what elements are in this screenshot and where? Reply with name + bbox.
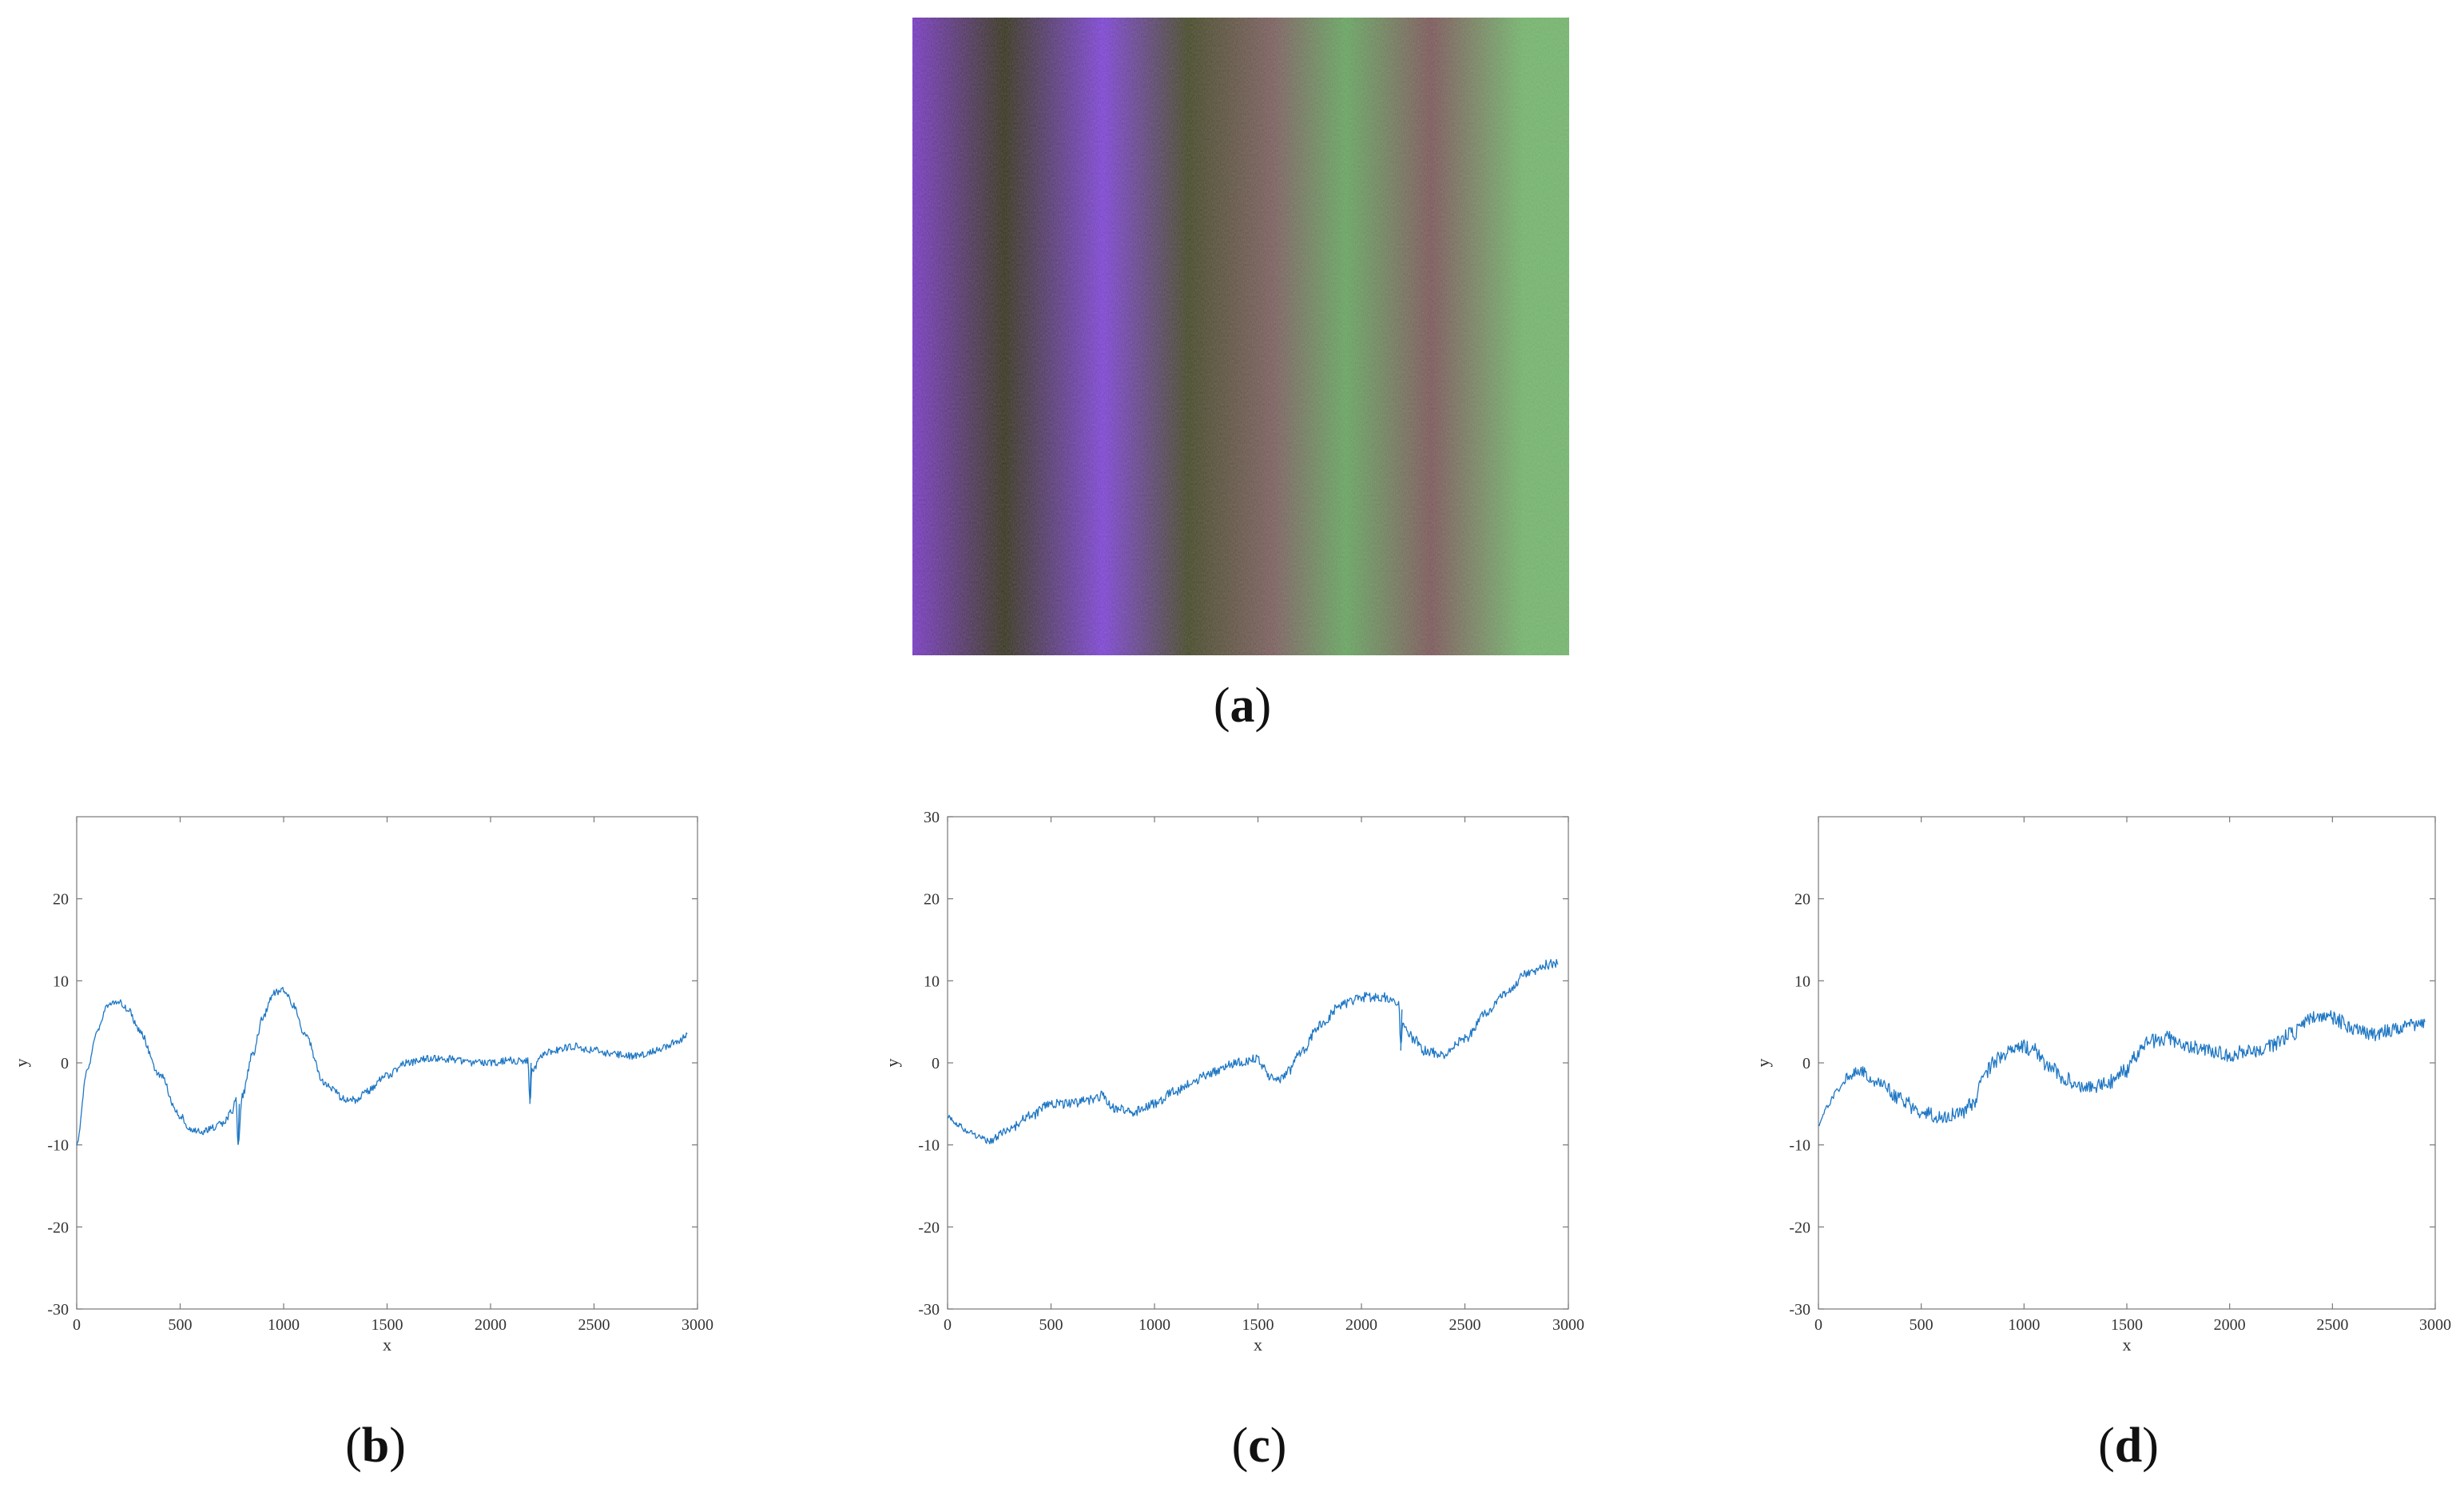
- x-tick-label: 2000: [2214, 1316, 2246, 1334]
- series-line: [1818, 1010, 2426, 1127]
- x-tick-label: 1500: [1242, 1316, 1274, 1334]
- y-tick-label: 30: [924, 809, 940, 826]
- plot-frame: [76, 816, 698, 1310]
- caption-c: (c): [1231, 1418, 1287, 1473]
- y-tick-label: -20: [918, 1219, 940, 1236]
- x-tick-label: 1000: [2008, 1316, 2040, 1334]
- caption-b: (b): [345, 1418, 406, 1473]
- y-tick-label: 20: [1794, 891, 1810, 909]
- x-tick-label: 2000: [475, 1316, 507, 1334]
- plot-frame: [1818, 816, 2436, 1310]
- y-tick-label: 20: [53, 891, 69, 909]
- series-spike: [237, 1104, 240, 1145]
- y-tick-label: -20: [1789, 1219, 1810, 1236]
- plot-frame: [947, 816, 1569, 1310]
- caption-a: (a): [1213, 678, 1272, 733]
- y-tick-label: -10: [1789, 1137, 1810, 1155]
- striped-field-image: [912, 18, 1569, 655]
- y-tick-label: 0: [61, 1055, 69, 1072]
- series-line: [76, 986, 688, 1146]
- x-tick-label: 2500: [2316, 1316, 2348, 1334]
- x-tick-label: 1000: [1139, 1316, 1170, 1334]
- y-axis-label: y: [882, 1059, 902, 1068]
- line-chart-b: 0 500 1000 1500 2000 2500 3000 -30 -20 -10 0 10 20 x y: [11, 816, 713, 1355]
- photo-texture: [912, 18, 1569, 655]
- y-axis-label: y: [11, 1059, 31, 1068]
- y-tick-label: -30: [918, 1301, 940, 1319]
- x-tick-label: 0: [1814, 1316, 1822, 1334]
- series-spike: [529, 1062, 532, 1104]
- y-tick-label: -20: [47, 1219, 69, 1236]
- x-axis-label: x: [1254, 1335, 1262, 1355]
- x-tick-label: 0: [944, 1316, 952, 1334]
- x-tick-label: 3000: [682, 1316, 713, 1334]
- y-tick-label: 10: [1794, 973, 1810, 990]
- x-axis-label: x: [2123, 1335, 2132, 1355]
- y-tick-label: -30: [47, 1301, 69, 1319]
- x-tick-label: 2500: [1449, 1316, 1481, 1334]
- y-tick-label: -10: [47, 1137, 69, 1155]
- series-line: [947, 958, 1559, 1144]
- x-tick-label: 2500: [578, 1316, 610, 1334]
- y-tick-label: 20: [924, 891, 940, 909]
- y-tick-label: -30: [1789, 1301, 1810, 1319]
- x-tick-label: 1500: [2111, 1316, 2143, 1334]
- x-tick-label: 1000: [268, 1316, 300, 1334]
- x-tick-label: 500: [169, 1316, 193, 1334]
- y-tick-label: 10: [53, 973, 69, 990]
- x-tick-label: 500: [1910, 1316, 1933, 1334]
- y-tick-label: 0: [932, 1055, 940, 1072]
- x-axis-label: x: [383, 1335, 391, 1355]
- y-tick-label: -10: [918, 1137, 940, 1155]
- x-tick-label: 2000: [1345, 1316, 1377, 1334]
- line-chart-c: 0 500 1000 1500 2000 2500 3000 -30 -20 -10 0 10 20 30…: [882, 809, 1584, 1355]
- x-tick-label: 1500: [372, 1316, 403, 1334]
- line-chart-d: 0 500 1000 1500 2000 2500 3000 -30 -20 -10 0 10 20 x y: [1753, 816, 2451, 1355]
- x-tick-label: 500: [1039, 1316, 1063, 1334]
- x-tick-label: 3000: [2419, 1316, 2451, 1334]
- series-spike: [1400, 1009, 1403, 1051]
- x-tick-label: 3000: [1552, 1316, 1584, 1334]
- y-tick-label: 0: [1802, 1055, 1810, 1072]
- caption-d: (d): [2098, 1418, 2159, 1473]
- x-tick-label: 0: [73, 1316, 81, 1334]
- y-axis-label: y: [1753, 1059, 1773, 1068]
- y-tick-label: 10: [924, 973, 940, 990]
- striped-field-photo: [912, 18, 1569, 655]
